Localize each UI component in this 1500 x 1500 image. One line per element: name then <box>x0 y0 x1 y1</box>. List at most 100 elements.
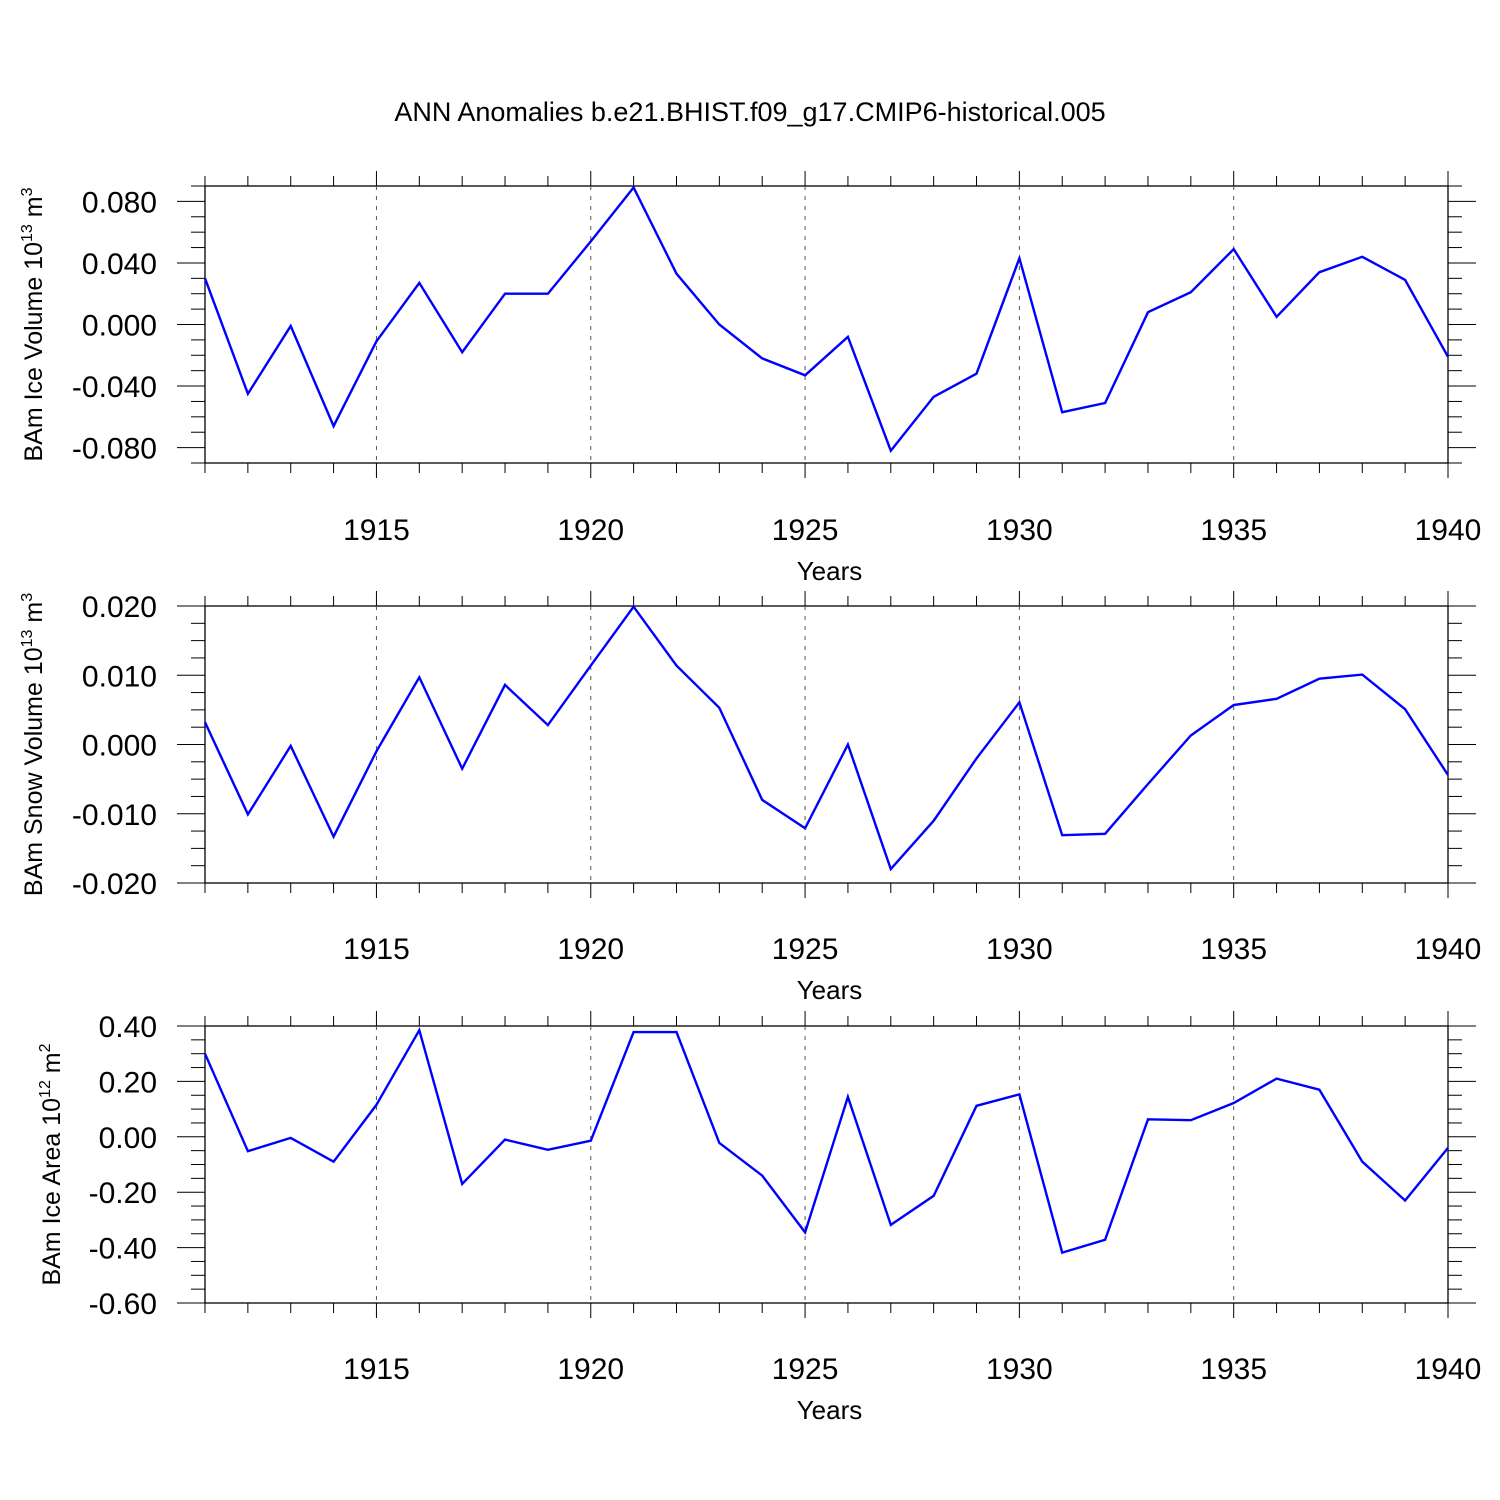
data-point-1915 <box>375 340 377 342</box>
x-axis-label: Years <box>797 975 863 1005</box>
data-point-1911 <box>204 721 206 723</box>
data-point-1933 <box>1147 1118 1149 1120</box>
data-point-1939 <box>1404 1199 1406 1201</box>
data-point-1925 <box>804 374 806 376</box>
y-tick-label: 0.000 <box>82 310 157 343</box>
x-axis-label: Years <box>797 1395 863 1425</box>
data-point-1912 <box>247 1150 249 1152</box>
data-point-1927 <box>890 449 892 451</box>
data-point-1932 <box>1104 402 1106 404</box>
panel-ice-volume: -0.080 -0.040 0.000 0.040 0.080 1915 1920 1925 1… <box>19 171 1481 586</box>
x-tick-label: 1930 <box>986 514 1053 547</box>
y-axis-label: BAm Ice Area 1012 m2 <box>37 1043 66 1285</box>
y-tick-label: 0.000 <box>82 730 157 763</box>
data-point-1939 <box>1404 279 1406 281</box>
data-point-1912 <box>247 393 249 395</box>
y-tick-label: -0.60 <box>89 1288 157 1321</box>
x-tick-label: 1935 <box>1200 933 1267 966</box>
data-point-1929 <box>975 1105 977 1107</box>
data-point-1918 <box>504 1138 506 1140</box>
data-point-1932 <box>1104 1239 1106 1241</box>
x-tick-label: 1915 <box>343 933 410 966</box>
data-point-1933 <box>1147 311 1149 313</box>
data-point-1914 <box>332 425 334 427</box>
x-tick-label: 1920 <box>557 1353 624 1386</box>
data-point-1922 <box>675 273 677 275</box>
y-tick-label: 0.040 <box>82 248 157 281</box>
x-tick-label: 1930 <box>986 1353 1053 1386</box>
data-point-1933 <box>1147 783 1149 785</box>
y-tick-label: 0.40 <box>99 1011 157 1044</box>
x-tick-label: 1940 <box>1415 1353 1482 1386</box>
data-point-1923 <box>718 323 720 325</box>
y-tick-label: 0.080 <box>82 186 157 219</box>
data-point-1926 <box>847 1096 849 1098</box>
data-point-1928 <box>932 819 934 821</box>
data-point-1926 <box>847 743 849 745</box>
y-axis-label-part: m <box>20 196 48 224</box>
data-point-1937 <box>1318 678 1320 680</box>
data-point-1923 <box>718 1142 720 1144</box>
y-tick-label: 0.010 <box>82 660 157 693</box>
data-point-1931 <box>1061 1251 1063 1253</box>
x-tick-label: 1940 <box>1415 514 1482 547</box>
data-point-1915 <box>375 1104 377 1106</box>
data-point-1927 <box>890 1224 892 1226</box>
y-axis-label-part: BAm Ice Area 10 <box>38 1098 66 1286</box>
data-point-1917 <box>461 768 463 770</box>
y-tick-label: -0.40 <box>89 1233 157 1266</box>
data-point-1918 <box>504 684 506 686</box>
chart-title: ANN Anomalies b.e21.BHIST.f09_g17.CMIP6-… <box>394 97 1106 127</box>
data-point-1935 <box>1232 704 1234 706</box>
data-point-1921 <box>632 1031 634 1033</box>
data-point-1913 <box>290 745 292 747</box>
y-axis-label-part: m <box>20 602 48 630</box>
panel-ice-area: -0.60 -0.40 -0.20 0.00 0.20 0.40 1915 1920 1925 1… <box>37 1011 1481 1425</box>
y-axis-label-part: BAm Snow Volume 10 <box>20 647 48 896</box>
data-point-1916 <box>418 282 420 284</box>
data-point-1931 <box>1061 411 1063 413</box>
data-point-1938 <box>1361 673 1363 675</box>
x-tick-label: 1925 <box>772 1353 839 1386</box>
data-point-1939 <box>1404 708 1406 710</box>
data-point-1930 <box>1018 701 1020 703</box>
data-point-1926 <box>847 336 849 338</box>
data-point-1925 <box>804 827 806 829</box>
data-point-1919 <box>547 293 549 295</box>
data-point-1913 <box>290 325 292 327</box>
data-point-1934 <box>1190 1119 1192 1121</box>
data-point-1915 <box>375 750 377 752</box>
y-tick-label: -0.010 <box>72 799 157 832</box>
y-axis-label: BAm Ice Volume 1013 m3 <box>19 187 48 461</box>
data-point-1914 <box>332 835 334 837</box>
data-point-1940 <box>1447 774 1449 776</box>
data-point-1930 <box>1018 257 1020 259</box>
x-tick-label: 1935 <box>1200 1353 1267 1386</box>
data-point-1920 <box>590 664 592 666</box>
data-point-1937 <box>1318 271 1320 273</box>
data-point-1928 <box>932 1195 934 1197</box>
y-axis-label-superscript: 2 <box>37 1043 54 1052</box>
data-point-1929 <box>975 373 977 375</box>
x-tick-label: 1935 <box>1200 514 1267 547</box>
data-point-1917 <box>461 1183 463 1185</box>
x-tick-label: 1930 <box>986 933 1053 966</box>
y-axis-label-part: BAm Ice Volume 10 <box>20 242 48 462</box>
data-point-1924 <box>761 1174 763 1176</box>
y-tick-label: 0.00 <box>99 1122 157 1155</box>
panel-snow-volume: -0.020 -0.010 0.000 0.010 0.020 1915 1920 1925 1… <box>19 591 1481 1005</box>
data-point-1934 <box>1190 734 1192 736</box>
x-tick-label: 1915 <box>343 1353 410 1386</box>
data-point-1938 <box>1361 256 1363 258</box>
data-point-1916 <box>418 676 420 678</box>
series-line <box>203 1027 1449 1255</box>
y-tick-label: -0.040 <box>72 371 157 404</box>
y-axis-label-superscript: 12 <box>37 1080 54 1098</box>
x-tick-label: 1920 <box>557 933 624 966</box>
data-point-1924 <box>761 357 763 359</box>
x-axis-label: Years <box>797 556 863 586</box>
x-tick-label: 1940 <box>1415 933 1482 966</box>
data-point-1911 <box>204 1053 206 1055</box>
data-point-1912 <box>247 813 249 815</box>
